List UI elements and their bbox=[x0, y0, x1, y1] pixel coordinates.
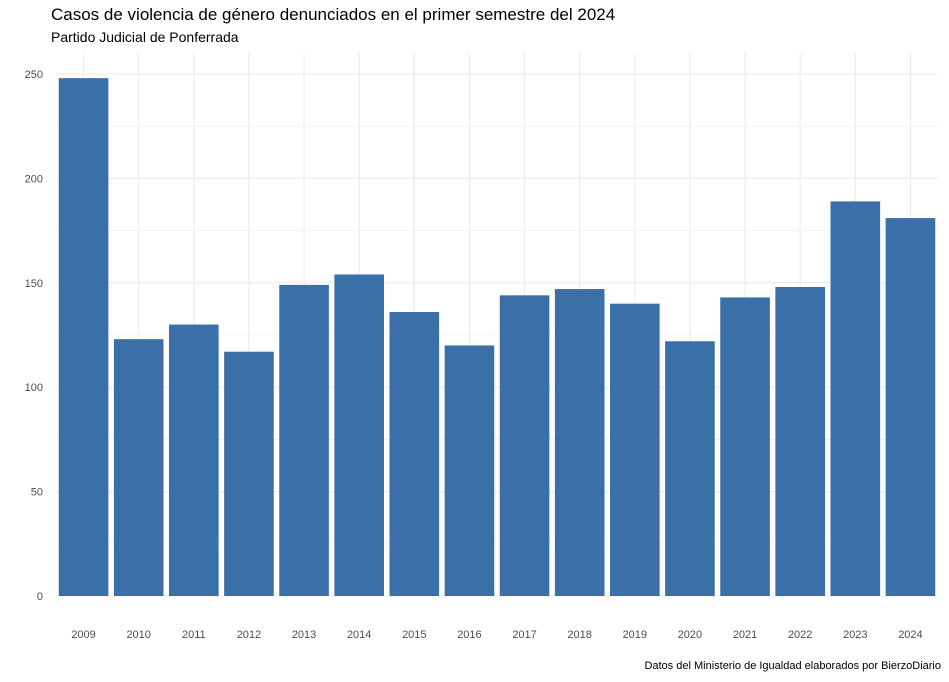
bar-2011 bbox=[169, 324, 219, 596]
bar-2024 bbox=[885, 218, 936, 596]
bar-2010 bbox=[113, 339, 164, 596]
chart-subtitle: Partido Judicial de Ponferrada bbox=[51, 29, 239, 45]
y-tick-label: 200 bbox=[25, 173, 43, 185]
x-tick-label: 2009 bbox=[71, 629, 95, 641]
x-tick-label: 2015 bbox=[402, 629, 426, 641]
y-tick-label: 100 bbox=[25, 382, 43, 394]
x-tick-label: 2011 bbox=[182, 629, 206, 641]
y-axis-ticks: 0 50 100 150 200 250 bbox=[25, 69, 43, 603]
bar-2023 bbox=[830, 201, 881, 597]
x-tick-label: 2021 bbox=[733, 629, 757, 641]
x-tick-label: 2014 bbox=[347, 629, 371, 641]
x-tick-label: 2022 bbox=[788, 629, 812, 641]
x-tick-label: 2023 bbox=[843, 629, 867, 641]
bar-2021 bbox=[720, 297, 770, 596]
x-tick-label: 2016 bbox=[457, 629, 481, 641]
bar-2013 bbox=[279, 284, 329, 596]
bar-2015 bbox=[389, 312, 440, 596]
x-tick-label: 2013 bbox=[292, 629, 316, 641]
bar-2018 bbox=[554, 289, 605, 596]
x-axis-ticks: 2009 2010 2011 2012 2013 2014 2015 2016 2017 2018… bbox=[71, 629, 922, 641]
bar-2009 bbox=[58, 78, 109, 596]
bar-2020 bbox=[665, 341, 715, 596]
x-tick-label: 2017 bbox=[512, 629, 536, 641]
bar-2017 bbox=[499, 295, 550, 596]
x-tick-label: 2020 bbox=[678, 629, 702, 641]
bar-2022 bbox=[775, 286, 825, 596]
y-tick-label: 250 bbox=[25, 69, 43, 81]
chart-caption: Datos del Ministerio de Igualdad elabora… bbox=[644, 660, 941, 672]
bar-2012 bbox=[224, 351, 274, 596]
y-tick-label: 150 bbox=[25, 278, 43, 290]
bar-2014 bbox=[334, 274, 384, 596]
x-tick-label: 2010 bbox=[126, 629, 150, 641]
x-tick-label: 2012 bbox=[237, 629, 261, 641]
bar-2016 bbox=[444, 345, 495, 596]
x-tick-label: 2019 bbox=[623, 629, 647, 641]
y-tick-label: 50 bbox=[31, 487, 43, 499]
x-tick-label: 2024 bbox=[898, 629, 922, 641]
y-tick-label: 0 bbox=[37, 591, 43, 603]
bar-2019 bbox=[610, 303, 660, 596]
bars bbox=[58, 78, 936, 597]
x-tick-label: 2018 bbox=[567, 629, 591, 641]
chart-title: Casos de violencia de género denunciados… bbox=[51, 5, 616, 24]
